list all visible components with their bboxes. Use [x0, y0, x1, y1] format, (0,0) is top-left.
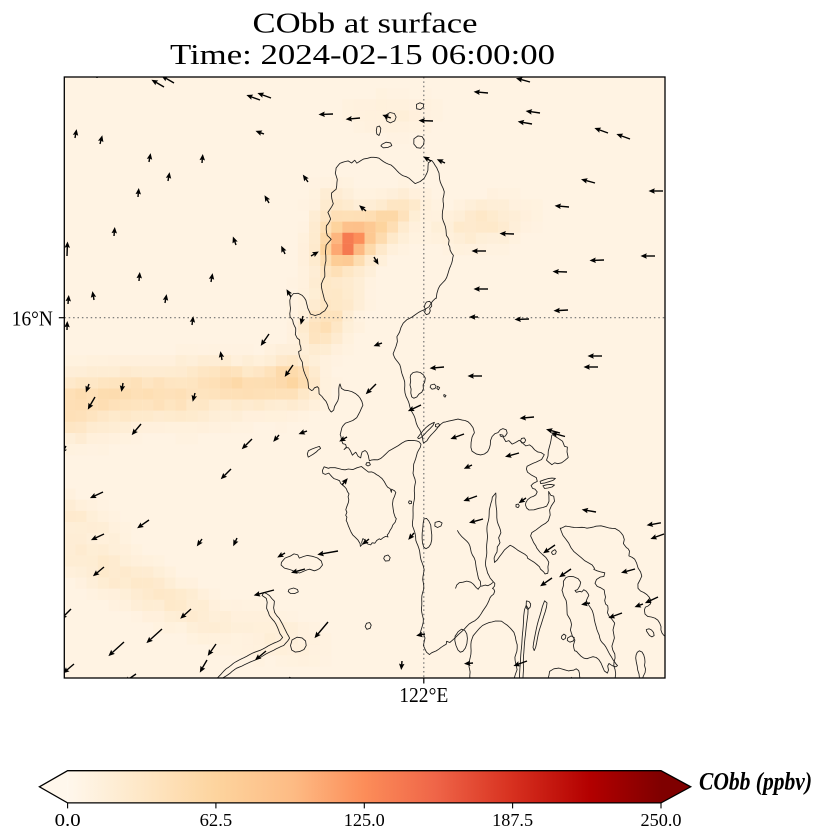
svg-text:62.5: 62.5	[200, 810, 233, 830]
svg-text:250.0: 250.0	[641, 810, 682, 830]
svg-text:125.0: 125.0	[344, 810, 385, 830]
svg-text:187.5: 187.5	[492, 810, 533, 830]
svg-text:CObb (ppbv): CObb (ppbv)	[699, 767, 812, 796]
svg-text:16°N: 16°N	[12, 307, 53, 331]
svg-text:0.0: 0.0	[55, 810, 81, 830]
svg-text:CObb at surface: CObb at surface	[253, 9, 478, 40]
svg-text:122°E: 122°E	[399, 683, 448, 707]
svg-text:Time: 2024-02-15 06:00:00: Time: 2024-02-15 06:00:00	[170, 40, 555, 71]
